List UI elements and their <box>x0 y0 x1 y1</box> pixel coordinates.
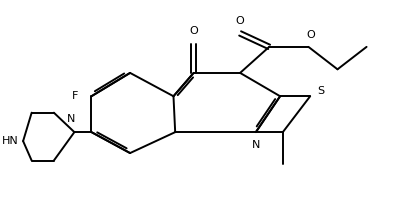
Text: O: O <box>236 16 245 26</box>
Text: F: F <box>71 91 78 101</box>
Text: N: N <box>67 115 75 124</box>
Text: HN: HN <box>2 136 19 146</box>
Text: O: O <box>306 30 315 41</box>
Text: S: S <box>318 86 325 96</box>
Text: N: N <box>251 140 260 150</box>
Text: O: O <box>189 26 198 36</box>
